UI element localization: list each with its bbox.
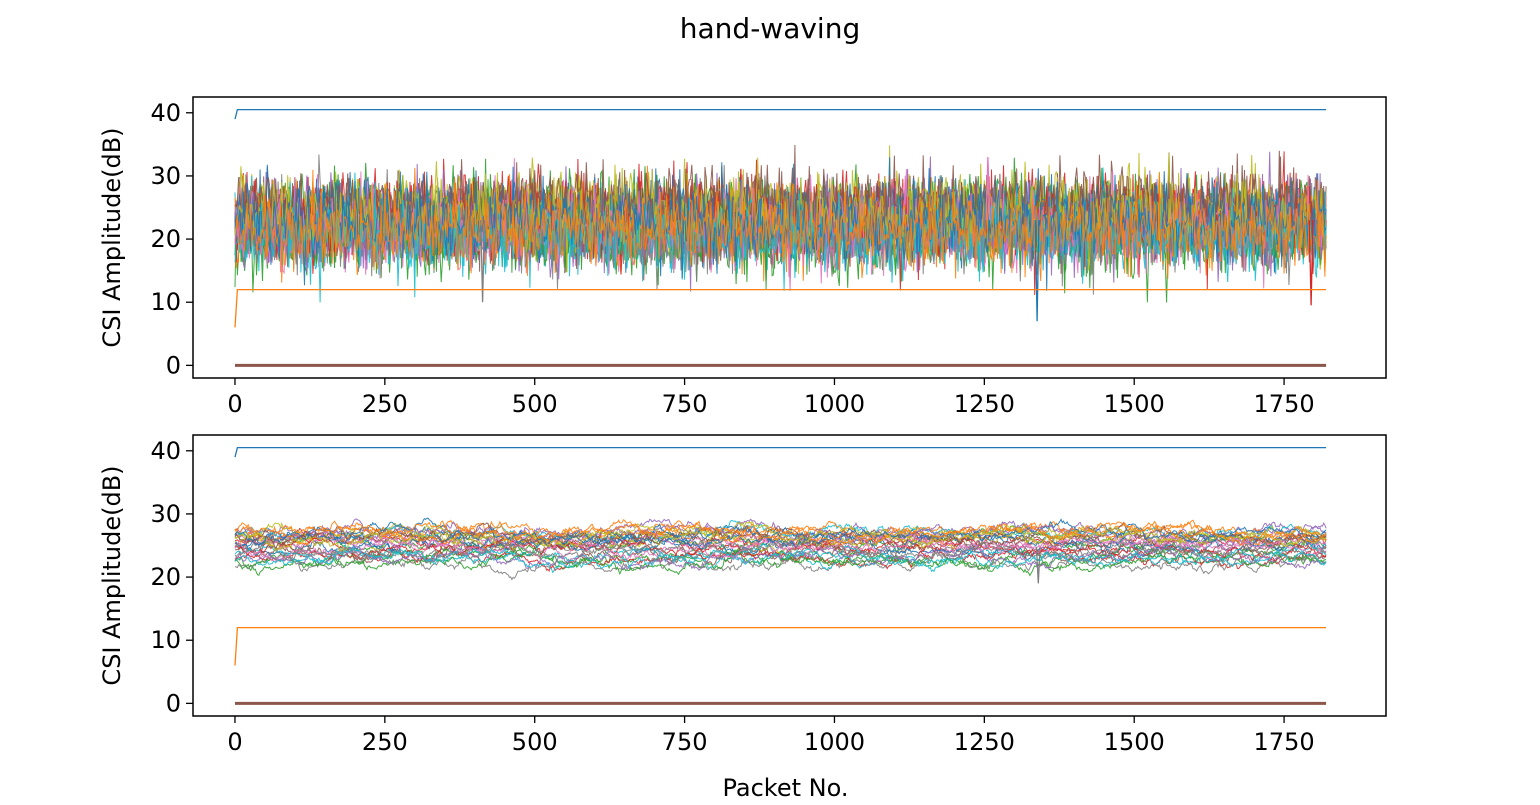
x-tick-label: 1250 (954, 728, 1015, 756)
figure-title: hand-waving (680, 12, 860, 45)
x-tick-label: 1250 (954, 390, 1015, 418)
series-line (234, 530, 1327, 554)
constant-series-line (234, 108, 1327, 120)
y-tick-label: 0 (166, 351, 181, 379)
x-tick-label: 1750 (1254, 390, 1315, 418)
x-tick-label: 250 (362, 728, 408, 756)
plot-area (234, 446, 1327, 705)
series-line (234, 520, 1327, 547)
series-spike (1308, 220, 1314, 306)
axes-frame (192, 96, 1387, 379)
series-spike (1034, 220, 1040, 322)
x-tick-label: 1000 (804, 728, 865, 756)
subplot-raw: 0 250 500 750 1000 1250 1500 1750 0 10 20 30 40 CSI A… (98, 96, 1387, 418)
series-spike (1035, 547, 1041, 584)
y-axis-label: CSI Amplitude(dB) (98, 127, 126, 347)
constant-series-line (234, 446, 1327, 458)
x-tick-label: 1000 (804, 390, 865, 418)
y-tick-label: 40 (150, 99, 181, 127)
x-tick-label: 1500 (1104, 728, 1165, 756)
x-tick-label: 750 (662, 390, 708, 418)
y-tick-label: 30 (150, 162, 181, 190)
series-line (234, 549, 1327, 577)
series-line (234, 542, 1327, 571)
y-tick-label: 10 (150, 288, 181, 316)
plot-area (234, 108, 1327, 367)
x-tick-label: 250 (362, 390, 408, 418)
x-tick-label: 0 (227, 390, 242, 418)
y-tick-label: 20 (150, 563, 181, 591)
y-tick-label: 40 (150, 437, 181, 465)
x-tick-label: 750 (662, 728, 708, 756)
x-tick-label: 1750 (1254, 728, 1315, 756)
x-tick-label: 1500 (1104, 390, 1165, 418)
axes-frame (192, 434, 1387, 717)
y-tick-label: 0 (166, 689, 181, 717)
y-tick-label: 20 (150, 225, 181, 253)
constant-series-line (234, 288, 1327, 328)
x-tick-label: 500 (512, 728, 558, 756)
series-line (234, 166, 1327, 291)
series-spike (985, 156, 991, 221)
subplot-filtered: 0 250 500 750 1000 1250 1500 1750 0 10 20 30 40 CSI A… (98, 434, 1387, 802)
series-spike (480, 220, 486, 303)
y-axis-label: CSI Amplitude(dB) (98, 465, 126, 685)
series-line (234, 169, 1327, 283)
series-line (234, 538, 1327, 564)
constant-series-line (234, 626, 1327, 666)
x-tick-label: 0 (227, 728, 242, 756)
series-line (234, 519, 1327, 546)
y-tick-label: 10 (150, 626, 181, 654)
y-tick-label: 30 (150, 500, 181, 528)
series-line (234, 181, 1327, 303)
x-tick-label: 500 (512, 390, 558, 418)
x-axis-label: Packet No. (723, 774, 849, 802)
series-line (234, 545, 1327, 574)
